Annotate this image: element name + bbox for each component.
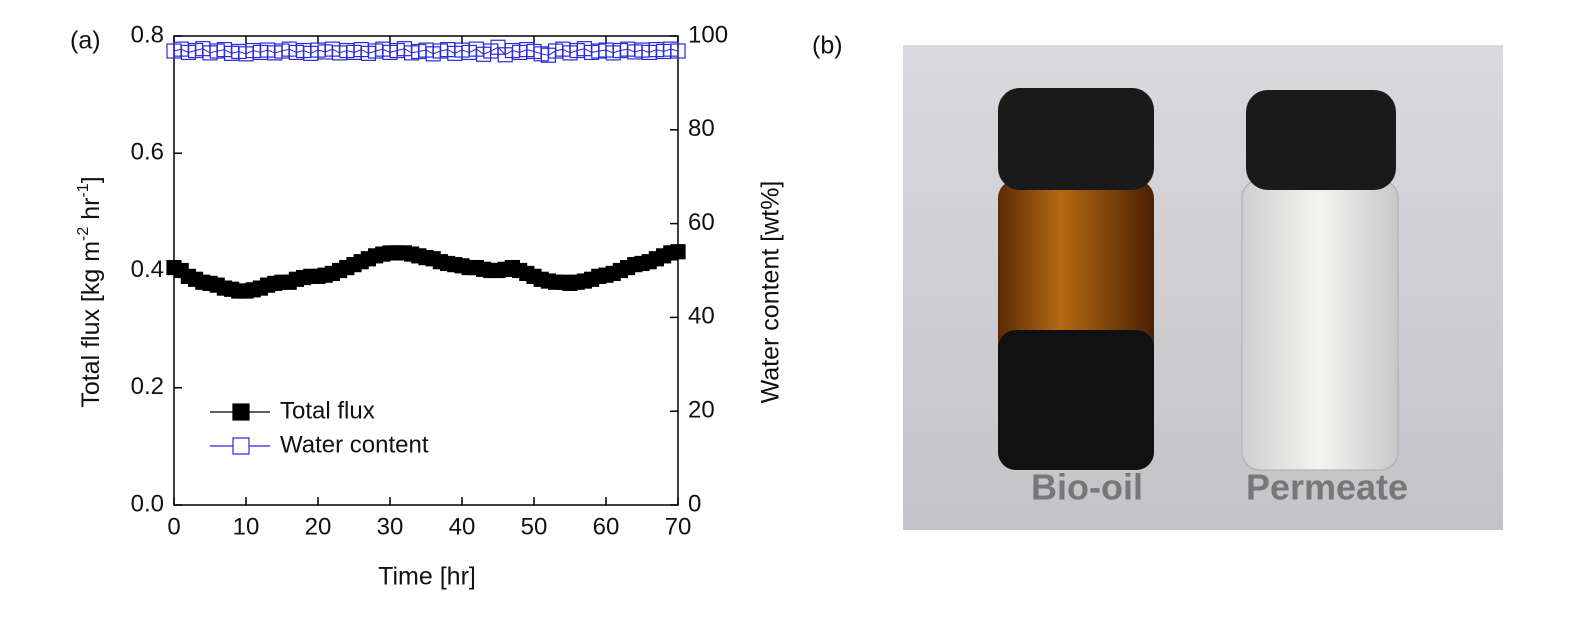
x-tick-label: 40 [449,513,476,540]
y2-axis-label: Water content [wt%] [757,181,785,404]
data-point [670,43,686,59]
legend-marker [232,403,250,421]
y2-tick-label: 20 [688,397,715,424]
liquid [998,330,1154,470]
vial [1241,179,1399,471]
y-axis-label-part: -2 [75,227,92,241]
x-tick-label: 60 [593,513,620,540]
y-tick-label: 0.2 [131,373,164,400]
x-axis-label: Time [hr] [378,563,476,591]
y-axis-label: Total flux [kg m-2 hr-1] [75,176,105,407]
x-tick-label: 10 [233,513,260,540]
y2-tick-label: 100 [688,21,728,48]
y-tick-label: 0.6 [131,139,164,166]
data-point [670,244,686,260]
photo: Bio-oil Permeate [903,45,1503,530]
photo-background [903,45,1503,530]
y-axis-label-part: hr [77,198,105,227]
panel-label: (b) [812,32,843,60]
y-tick-label: 0.0 [131,490,164,517]
legend-marker [232,437,250,455]
y2-tick-label: 60 [688,209,715,236]
x-tick-label: 50 [521,513,548,540]
x-tick-label: 0 [167,513,180,540]
cap [998,88,1154,190]
panel-label: (a) [70,27,101,55]
y-tick-label: 0.4 [131,256,164,283]
y-axis-label-part: ] [77,176,105,183]
legend-label: Water content [280,431,429,458]
legend-label: Total flux [280,397,375,424]
y2-tick-label: 80 [688,115,715,142]
x-tick-label: 20 [305,513,332,540]
cap [1246,90,1396,190]
y-axis-label-part: -1 [75,183,92,197]
y2-tick-label: 0 [688,490,701,517]
y2-tick-label: 40 [688,303,715,330]
y-tick-label: 0.8 [131,21,164,48]
photo-label: Permeate [1246,467,1408,508]
x-tick-label: 30 [377,513,404,540]
y-axis-label-part: Total flux [kg m [77,241,105,408]
x-tick-label: 70 [665,513,692,540]
photo-label: Bio-oil [1031,467,1143,508]
